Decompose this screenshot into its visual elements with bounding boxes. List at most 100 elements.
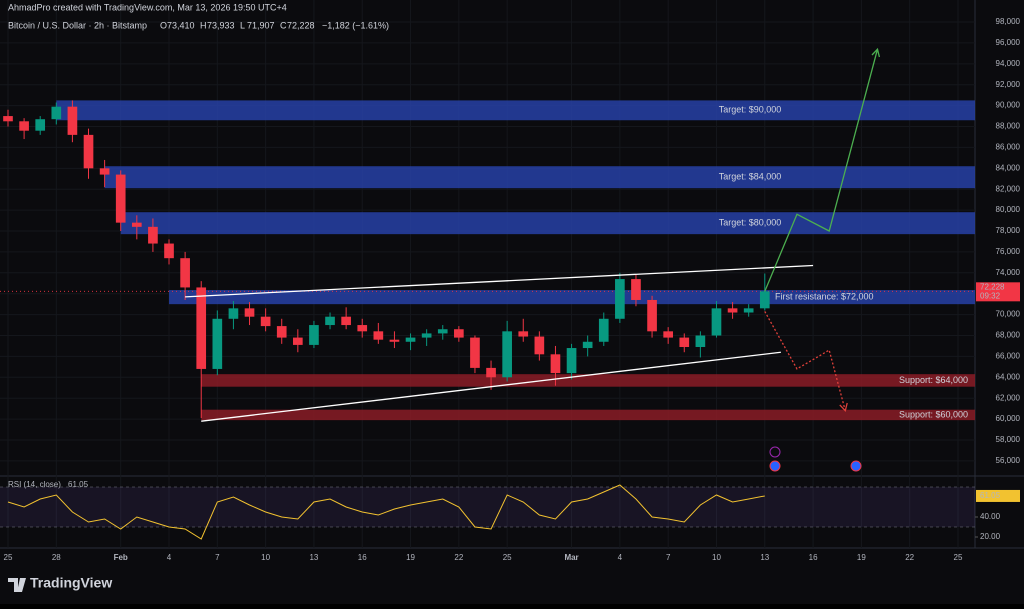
candle-body [341,316,351,326]
x-tick-label: 10 [712,553,721,562]
candle-body [260,316,271,327]
y-tick-label: 94,000 [996,59,1021,68]
y-tick-label: 62,000 [996,393,1021,402]
x-tick-label: 13 [309,553,318,562]
candle-body [743,308,754,313]
x-tick-label: 19 [406,553,415,562]
symbol: Bitcoin / U.S. Dollar · 2h · Bitstamp [8,20,147,30]
candle-body [566,348,577,374]
x-tick-label: 25 [4,553,13,562]
candle-body [759,291,770,309]
candle-body [325,316,335,326]
last-price-label: 72,228 [980,282,1005,291]
event-icon [769,446,781,458]
x-tick-label: 4 [167,553,172,562]
y-tick-label: 92,000 [996,80,1021,89]
candle-body [164,243,174,259]
trend-line [185,264,814,298]
rsi-title: RSI (14, close) [8,480,61,489]
candle-body [131,222,142,227]
candle-body [470,337,480,368]
x-tick-label: 10 [261,553,270,562]
candle-body [437,329,448,334]
y-tick-label: 82,000 [996,184,1021,193]
ohlc-key: C [280,20,287,30]
y-tick-label: 88,000 [996,122,1021,131]
candle-body [711,308,722,336]
y-tick-label: 76,000 [996,247,1021,256]
x-tick-label: 22 [905,553,914,562]
candle-body [180,258,190,288]
candle-body [228,308,239,319]
x-tick-label: Feb [114,553,128,562]
rsi-value: 61.05 [68,480,89,489]
candle-body [421,333,432,338]
y-tick-label: 96,000 [996,38,1021,47]
zone [201,409,975,421]
x-tick-label: Mar [564,553,578,562]
x-tick-label: 25 [503,553,512,562]
x-tick-label: 28 [52,553,61,562]
candle-body [631,279,641,300]
x-tick-label: 16 [809,553,818,562]
candle-body [196,287,207,369]
y-tick-label: 84,000 [996,163,1021,172]
y-tick-label: 78,000 [996,226,1021,235]
candle-body [19,121,29,131]
rsi-band [0,487,975,527]
event-icon [769,460,781,472]
candle-body [3,116,13,122]
rsi-badge-label: 61.05 [980,491,1001,500]
candle-body [647,299,657,332]
candle-body [534,336,545,355]
candle-body [727,308,738,313]
rsi-tick-label: 40.00 [980,512,1001,521]
rsi-badge [976,489,1020,502]
ohlc-value: 72,228 [287,20,315,30]
y-tick-label: 80,000 [996,205,1021,214]
rsi-line [7,484,765,540]
candle-body [148,226,158,244]
candle-body [486,367,496,378]
candle-body [502,331,512,378]
arrow-head [871,47,881,58]
candle-body [35,119,46,131]
event-icon [850,460,862,472]
candle-body [373,331,384,340]
brand: TradingView [30,575,112,591]
y-tick-label: 90,000 [996,101,1021,110]
x-tick-label: 7 [666,553,671,562]
candle-body [582,341,593,349]
rsi-tick-label: 20.00 [980,532,1001,541]
candle-body [550,354,561,374]
candle-body [244,308,255,317]
candle-body [115,174,126,223]
y-tick-label: 60,000 [996,414,1021,423]
zone-label: Support: $64,000 [899,375,968,385]
x-tick-label: 25 [954,553,963,562]
zone-label: Support: $60,000 [899,409,968,419]
candle-body [276,326,287,338]
candle-body [518,331,529,337]
trend-line [201,351,781,422]
y-tick-label: 68,000 [996,331,1021,340]
change: −1,182 (−1.61%) [322,20,389,30]
brand-logo [8,578,26,592]
last-price-badge [976,282,1020,302]
zone-label: Target: $80,000 [719,218,782,228]
x-tick-label: 13 [760,553,769,562]
countdown: 09:32 [980,291,1001,300]
trend-line [764,311,846,411]
x-tick-label: 19 [857,553,866,562]
ohlc-value: 73,933 [207,20,235,30]
y-tick-label: 86,000 [996,143,1021,152]
trend-line [764,49,879,292]
credit: AhmadPro created with TradingView.com, M… [8,2,287,12]
zone-label: Target: $84,000 [719,172,782,182]
zone-label: Target: $90,000 [719,105,782,115]
zone [201,374,975,387]
ohlc-value: 71,907 [247,20,275,30]
zone [169,290,975,305]
candle-body [67,106,78,135]
